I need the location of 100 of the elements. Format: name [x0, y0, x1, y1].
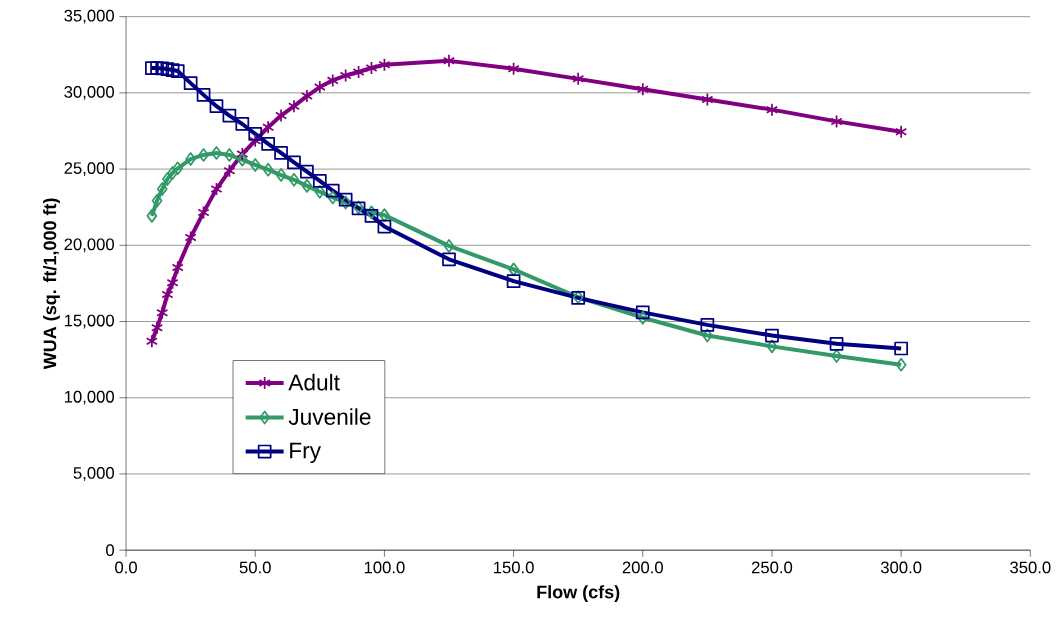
point [184, 230, 197, 245]
point [701, 92, 714, 107]
point [151, 193, 163, 208]
point [765, 328, 779, 343]
x-axis-title: Flow (cfs) [537, 585, 620, 602]
point [765, 102, 779, 117]
point [443, 238, 455, 253]
point [161, 287, 174, 302]
point [145, 61, 159, 75]
point [236, 147, 249, 161]
point [146, 208, 158, 223]
point [275, 108, 288, 123]
point [831, 349, 842, 363]
point [198, 147, 209, 162]
legend-label: Fry [290, 442, 321, 463]
y-tick-label: 5,000 [73, 466, 115, 481]
x-tick-label: 350.0 [1010, 561, 1051, 574]
point [287, 155, 301, 170]
x-tick-label: 0.0 [115, 561, 137, 574]
point [572, 71, 585, 86]
point [196, 87, 211, 102]
point [165, 63, 180, 77]
point [160, 62, 175, 76]
point [635, 305, 650, 320]
point [506, 274, 521, 288]
x-tick-label: 50.0 [239, 561, 271, 574]
point [261, 136, 276, 151]
point [249, 133, 262, 148]
point [702, 328, 713, 343]
legend-label: Juvenile [288, 408, 371, 425]
point [166, 275, 179, 290]
point [275, 168, 287, 182]
point [262, 120, 275, 134]
point [829, 336, 844, 351]
x-tick-label: 100.0 [364, 561, 405, 574]
y-tick-label: 15,000 [64, 314, 114, 329]
point [209, 99, 224, 113]
point [197, 205, 210, 220]
point [700, 317, 715, 332]
x-tick-label: 250.0 [751, 561, 793, 574]
point [170, 64, 185, 78]
point [162, 172, 173, 186]
x-tick-label: 150.0 [494, 561, 534, 574]
point [156, 305, 169, 320]
point [830, 114, 843, 129]
point [895, 124, 908, 139]
point [325, 183, 340, 198]
point [235, 117, 250, 131]
y-tick-label: 30,000 [64, 85, 114, 100]
point [352, 65, 365, 79]
point [274, 145, 288, 160]
point [314, 184, 326, 199]
point [379, 208, 390, 222]
y-axis-title: WUA (sq. ft/1,000 ft) [43, 198, 60, 370]
point [377, 219, 392, 234]
point [895, 357, 907, 372]
point [301, 178, 313, 193]
point [442, 53, 456, 68]
point [150, 320, 164, 335]
point [155, 61, 170, 76]
x-tick-label: 200.0 [622, 561, 663, 574]
point [365, 61, 378, 75]
x-tick-label: 300.0 [880, 561, 922, 574]
y-tick-label: 20,000 [64, 238, 114, 253]
point [326, 73, 339, 88]
legend-label: Adult [288, 373, 340, 391]
point [508, 262, 519, 277]
point [262, 162, 274, 177]
point [300, 164, 314, 179]
point [312, 173, 327, 188]
y-tick-label: 0 [106, 544, 115, 556]
point [313, 80, 326, 94]
point [249, 158, 261, 172]
point [327, 190, 339, 205]
point [171, 260, 184, 275]
point [637, 310, 649, 325]
point [167, 165, 178, 180]
point [287, 99, 301, 113]
point [210, 182, 223, 196]
point [300, 89, 313, 103]
y-tick-label: 35,000 [64, 9, 114, 24]
point [156, 182, 168, 196]
point [145, 334, 158, 348]
point [183, 76, 198, 90]
point [248, 126, 263, 141]
point [507, 61, 520, 76]
point [211, 145, 222, 160]
point [442, 252, 456, 267]
y-tick-label: 25,000 [64, 162, 114, 176]
point [224, 147, 235, 162]
point [894, 341, 909, 356]
point [222, 108, 237, 123]
point [288, 172, 300, 187]
point [339, 68, 352, 83]
y-tick-label: 10,000 [64, 390, 114, 405]
point [223, 163, 236, 178]
point [378, 57, 391, 72]
point [185, 152, 197, 166]
point [766, 339, 778, 354]
point [172, 161, 184, 176]
